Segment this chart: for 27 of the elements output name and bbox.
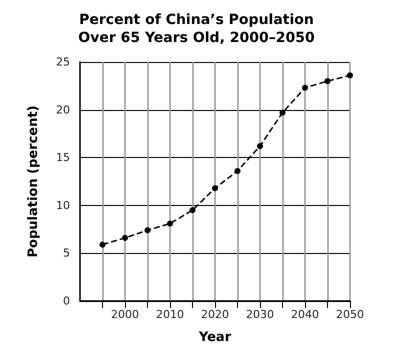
point	[122, 234, 128, 241]
point	[257, 143, 263, 150]
point	[302, 84, 308, 91]
point	[167, 220, 173, 227]
point	[212, 185, 218, 192]
y-axis-title: Population (percent)	[26, 105, 41, 258]
y-tick-label: 5	[63, 246, 70, 260]
point	[190, 207, 196, 214]
point	[280, 110, 286, 116]
point	[144, 227, 150, 234]
y-tick-label: 0	[63, 294, 70, 308]
point	[100, 242, 106, 248]
y-tick-label: 20	[56, 103, 70, 116]
x-tick-label: 2030	[246, 308, 274, 321]
point	[347, 72, 353, 78]
x-tick-label: 2000	[111, 308, 139, 321]
x-tick-label: 2020	[201, 308, 229, 321]
point	[324, 78, 330, 84]
x-tick-label: 2010	[156, 308, 184, 321]
x-tick-label: 2040	[291, 308, 319, 321]
x-tick-label: 2050	[336, 308, 364, 321]
y-tick-label: 25	[56, 56, 70, 68]
y-tick-label: 10	[56, 198, 70, 212]
point	[234, 168, 240, 174]
x-axis-title: Year	[198, 330, 232, 345]
y-tick-label: 15	[56, 151, 70, 164]
chart-title: Percent of China’s Population Over 65 Years Old, 2000–2050	[78, 12, 315, 46]
